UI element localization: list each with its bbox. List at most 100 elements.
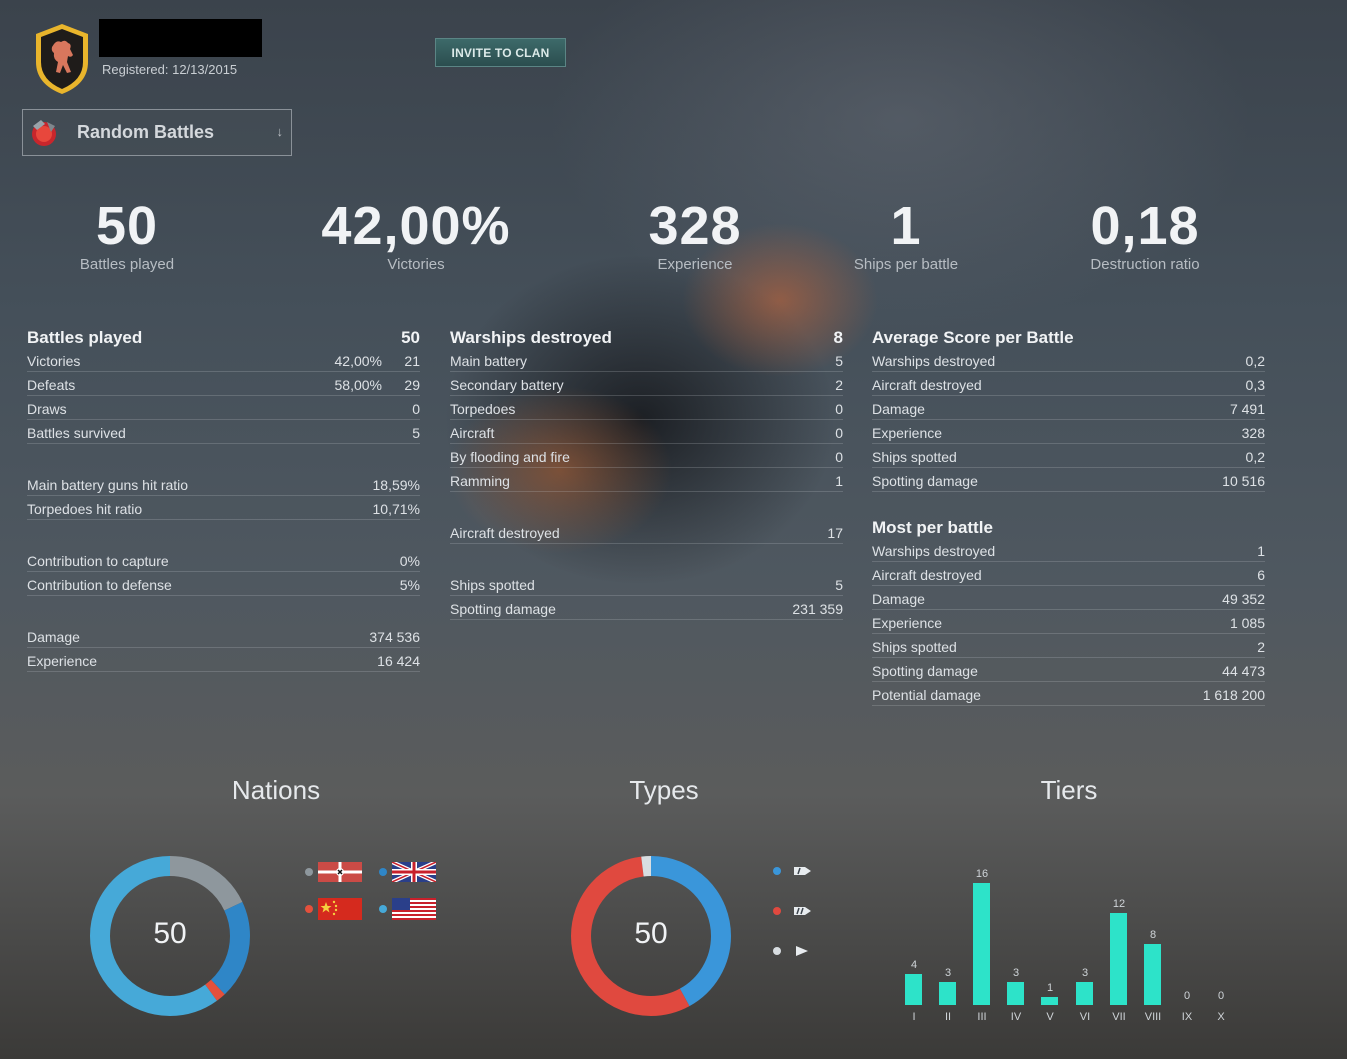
table-row: Aircraft destroyed 17 (450, 520, 843, 544)
row-percent: 42,00% (334, 353, 382, 369)
summary-label: Ships per battle (853, 256, 959, 273)
table-row: Ramming 1 (450, 468, 843, 492)
row-label: Spotting damage (450, 601, 556, 617)
table-row: Experience 16 424 (27, 648, 420, 672)
tier-bar-I (905, 974, 922, 1005)
types-donut-chart (571, 856, 731, 1016)
table-title-value: 8 (833, 328, 843, 347)
tier-label-III: III (977, 1011, 987, 1023)
table-row: Contribution to capture 0% (27, 548, 420, 572)
average-score-table: Average Score per Battle Warships destro… (872, 320, 1265, 706)
row-label: Torpedoes (450, 401, 516, 417)
nations-total: 50 (153, 917, 187, 950)
table-header: Most per battle (872, 510, 1265, 538)
row-value: 29 (404, 377, 420, 393)
tier-label-VIII: VIII (1144, 1011, 1162, 1023)
summary-victories: 42,00% Victories (296, 196, 536, 273)
table-row: Damage 7 491 (872, 396, 1265, 420)
row-label: Aircraft destroyed (450, 525, 560, 541)
table-row: Spotting damage 44 473 (872, 658, 1265, 682)
legend-dot-china (305, 905, 313, 913)
table-row: Potential damage 1 618 200 (872, 682, 1265, 706)
tier-value-IV: 3 (1012, 967, 1020, 979)
table-row: Experience 328 (872, 420, 1265, 444)
row-label: Ships spotted (872, 449, 957, 465)
row-value: 328 (1241, 425, 1265, 441)
tier-value-V: 1 (1046, 982, 1054, 994)
bear-emblem-icon (30, 22, 94, 96)
table-row: Torpedoes 0 (450, 396, 843, 420)
table-row: Aircraft destroyed 6 (872, 562, 1265, 586)
table-row: Draws 0 (27, 396, 420, 420)
row-value: 1 085 (1229, 615, 1265, 631)
tier-bar-V (1041, 997, 1058, 1005)
row-label: Spotting damage (872, 473, 978, 489)
row-value: 1 618 200 (1202, 687, 1265, 703)
row-label: By flooding and fire (450, 449, 570, 465)
summary-value: 50 (95, 196, 159, 256)
tier-bar-VIII (1144, 944, 1161, 1005)
row-value: 231 359 (792, 601, 843, 617)
table-row: Victories 42,00% 21 (27, 348, 420, 372)
row-label: Aircraft destroyed (872, 377, 982, 393)
row-value: 21 (404, 353, 420, 369)
legend-dot-germany (305, 868, 313, 876)
nations-slice-1 (90, 856, 250, 1016)
tier-bar-III (973, 883, 990, 1005)
table-title: Battles played (27, 328, 143, 347)
table-row: Aircraft destroyed 0,3 (872, 372, 1265, 396)
row-value: 0,2 (1245, 449, 1265, 465)
row-value: 0,3 (1245, 377, 1265, 393)
table-title-value: 50 (401, 328, 420, 347)
tier-bar-II (939, 982, 956, 1005)
table-title: Average Score per Battle (872, 328, 1074, 347)
row-value: 17 (827, 525, 843, 541)
table-title: Most per battle (872, 518, 993, 537)
table-row: By flooding and fire 0 (450, 444, 843, 468)
row-label: Experience (27, 653, 98, 669)
row-value: 44 473 (1222, 663, 1265, 679)
types-slice-1 (571, 856, 731, 1016)
table-row: Experience 1 085 (872, 610, 1265, 634)
row-label: Warships destroyed (872, 353, 996, 369)
tier-bar-VI (1076, 982, 1093, 1005)
row-percent: 58,00% (334, 377, 382, 393)
summary-label: Experience (657, 256, 733, 273)
chevron-down-icon: ↓ (276, 124, 284, 139)
tier-value-II: 3 (944, 967, 952, 979)
row-label: Main battery guns hit ratio (27, 477, 189, 493)
table-row: Torpedoes hit ratio 10,71% (27, 496, 420, 520)
row-label: Warships destroyed (872, 543, 996, 559)
invite-to-clan-button[interactable]: INVITE TO CLAN (435, 38, 566, 67)
tier-label-II: II (944, 1011, 952, 1023)
tier-value-X: 0 (1217, 990, 1225, 1002)
table-row: Warships destroyed 1 (872, 538, 1265, 562)
tier-value-IX: 0 (1183, 990, 1191, 1002)
tier-label-IV: IV (1010, 1011, 1022, 1023)
row-value: 5 (835, 577, 843, 593)
row-value: 18,59% (372, 477, 420, 493)
row-label: Experience (872, 425, 943, 441)
tier-label-I: I (912, 1011, 916, 1023)
table-row: Main battery 5 (450, 348, 843, 372)
table-row: Contribution to defense 5% (27, 572, 420, 596)
tier-bar-IV (1007, 982, 1024, 1005)
row-label: Torpedoes hit ratio (27, 501, 143, 517)
battle-mode-select[interactable]: Random Battles ↓ (22, 109, 292, 156)
table-row: Defeats 58,00% 29 (27, 372, 420, 396)
china-flag-icon (318, 898, 362, 925)
table-row: Battles survived 5 (27, 420, 420, 444)
table-row: Secondary battery 2 (450, 372, 843, 396)
row-value: 2 (835, 377, 843, 393)
row-value: 5 (412, 425, 420, 441)
summary-label: Victories (387, 256, 445, 273)
row-value: 16 424 (377, 653, 420, 669)
table-header: Average Score per Battle (872, 320, 1265, 348)
registered-date: Registered: 12/13/2015 (102, 62, 238, 77)
summary-value: 1 (890, 196, 922, 256)
nations-donut-chart (90, 856, 250, 1016)
table-row: Damage 374 536 (27, 624, 420, 648)
row-label: Aircraft (450, 425, 495, 441)
types-slice-2 (571, 856, 731, 1016)
row-label: Ramming (450, 473, 510, 489)
